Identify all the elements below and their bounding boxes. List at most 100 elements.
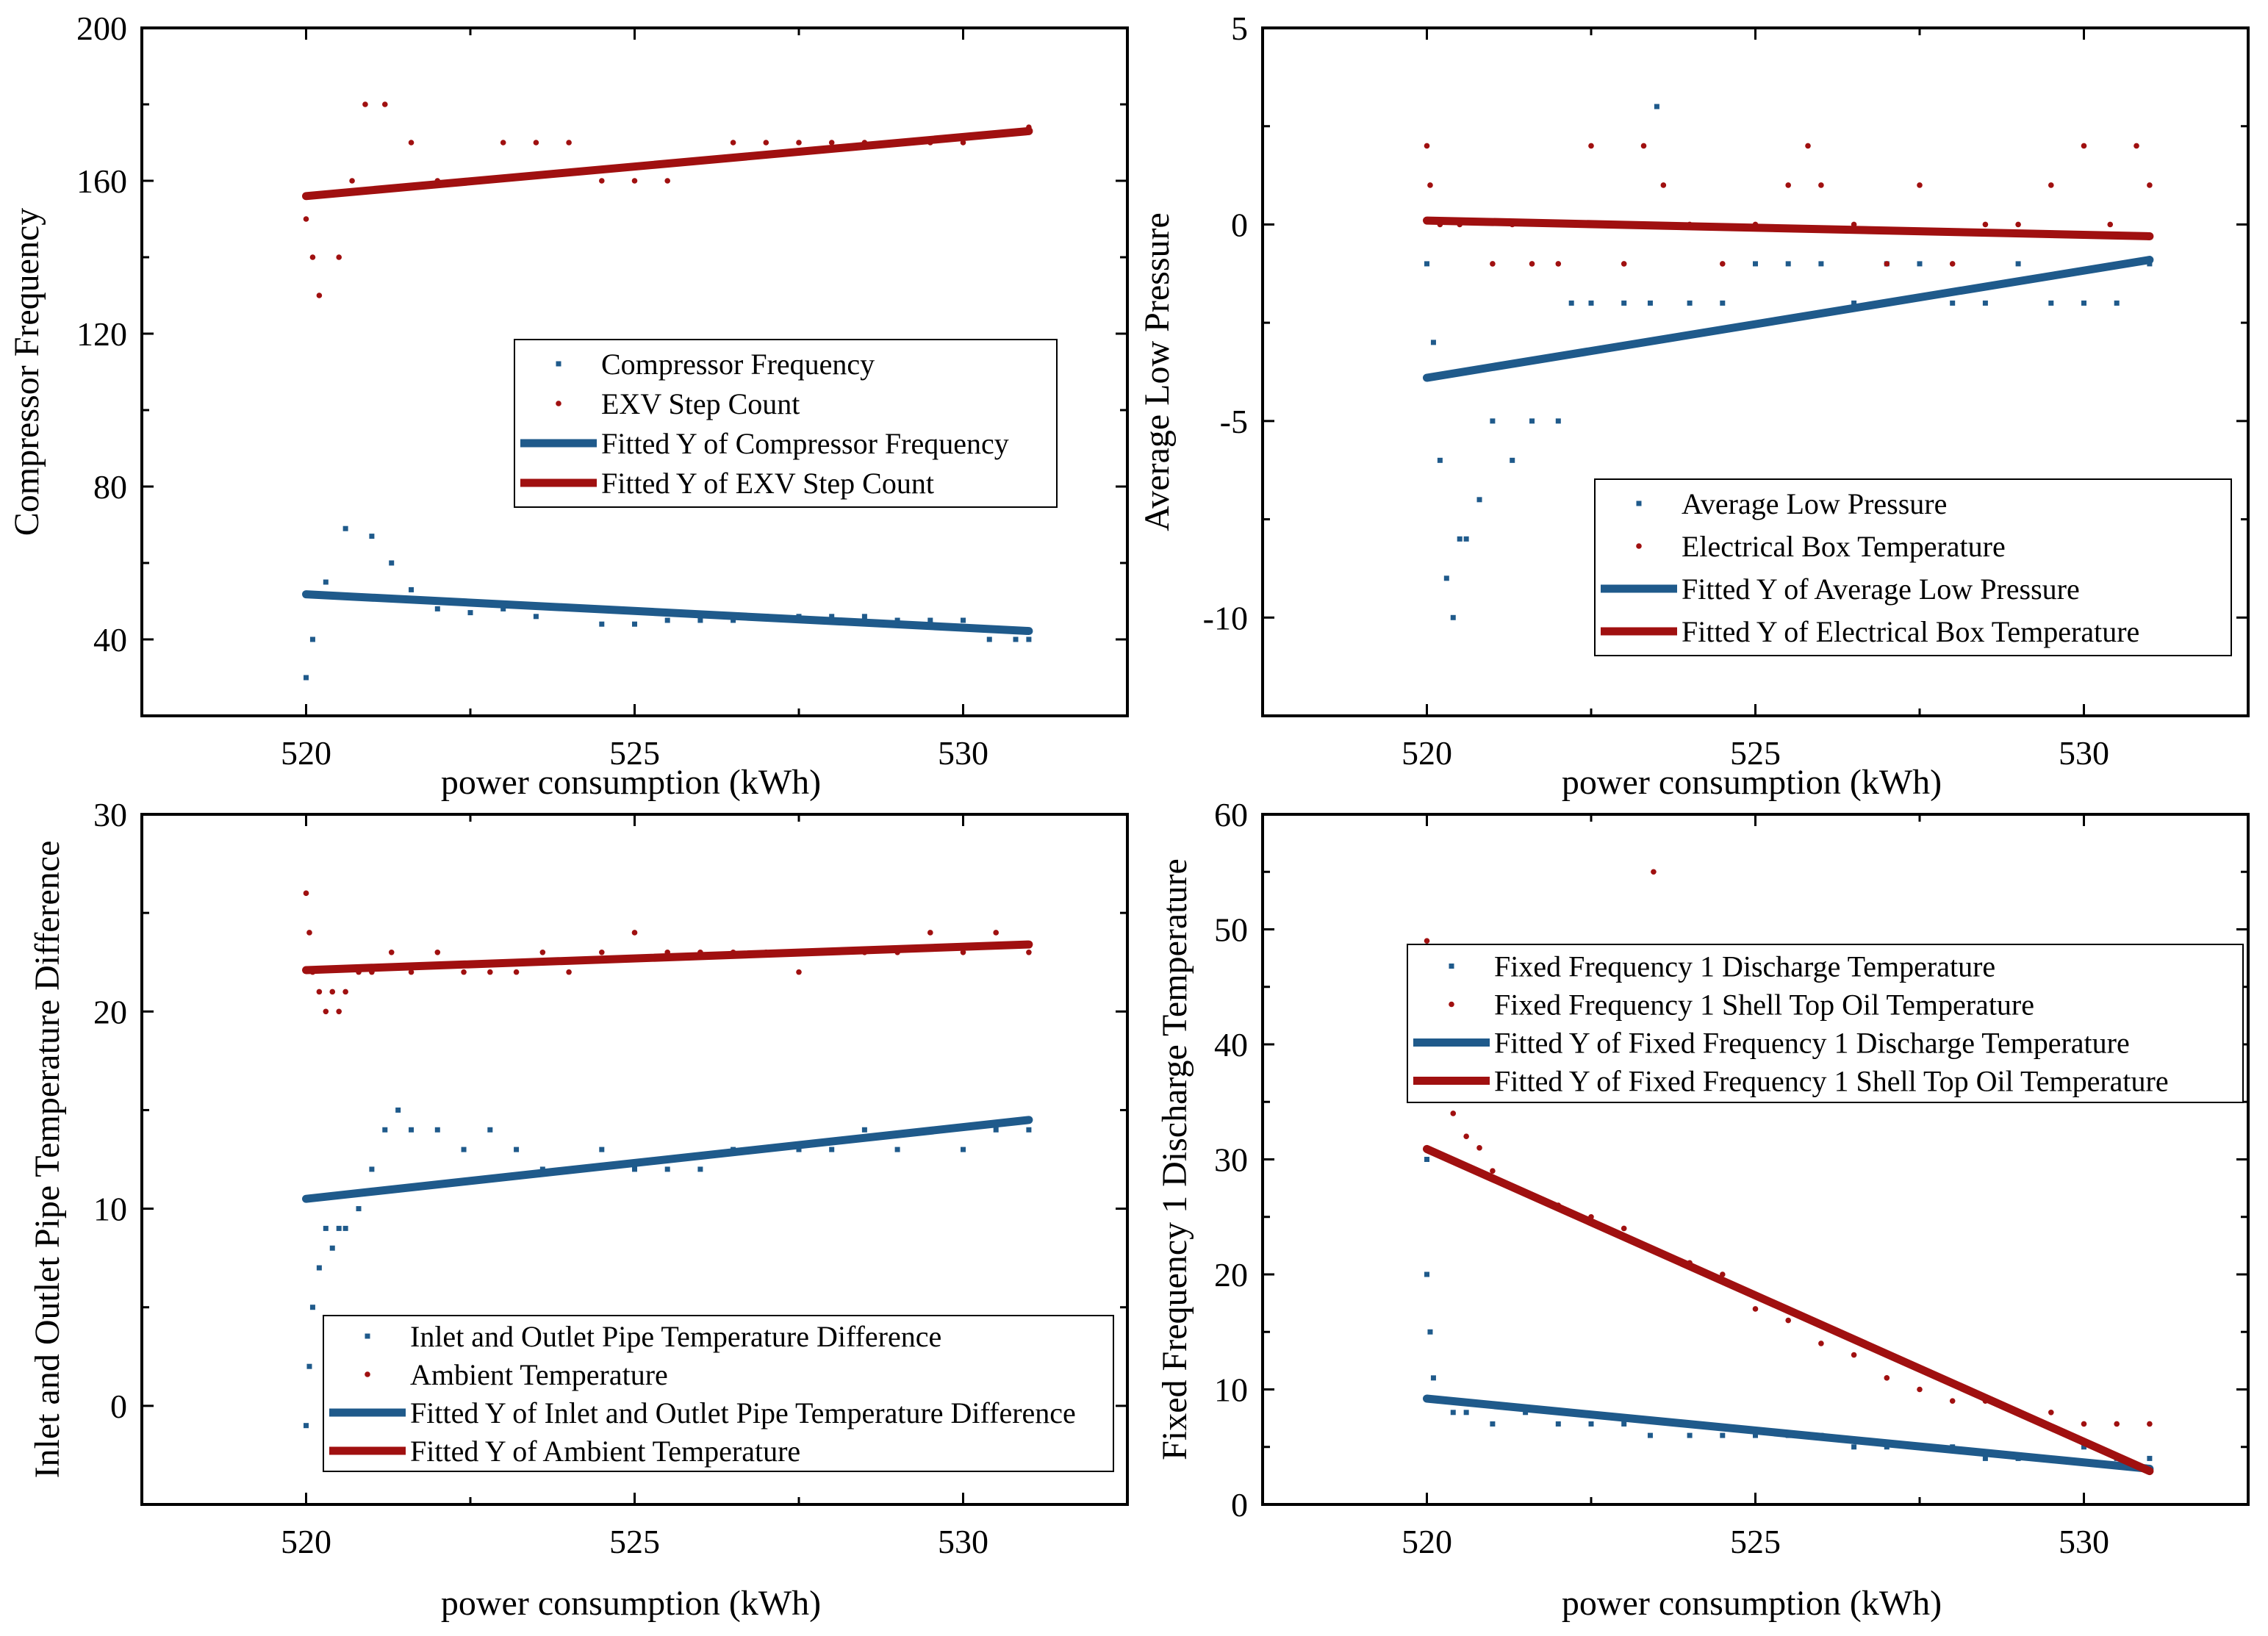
data-point xyxy=(316,1265,322,1271)
data-point xyxy=(1949,1398,1956,1404)
y-tick-label: 80 xyxy=(93,468,127,506)
legend: Compressor Frequency EXV Step Count Fitted… xyxy=(514,339,1058,508)
data-point xyxy=(500,140,506,146)
x-tick-label: 520 xyxy=(281,1523,331,1560)
fit-line xyxy=(302,1116,1033,1203)
chart-panel-p2: 520 525 530 -10 -5 0 5 power consumption (kWh) A… xyxy=(1138,10,2250,802)
x-tick-label: 530 xyxy=(938,734,988,772)
data-point xyxy=(829,1147,835,1152)
chart-panel-p1: 520 525 530 40 80 120 160 200 power consumption … xyxy=(7,10,1129,802)
data-point xyxy=(1555,261,1562,267)
data-point xyxy=(1917,182,1923,188)
legend-item-fitted-y-of-fixed-frequency-1-shell-top-oil-temperature: Fitted Y of Fixed Frequency 1 Shell Top … xyxy=(1413,1065,2169,1098)
data-point xyxy=(1949,261,1956,267)
data-point xyxy=(388,950,395,955)
data-point xyxy=(2147,1421,2153,1427)
data-point xyxy=(599,178,605,184)
legend-label: Electrical Box Temperature xyxy=(1682,530,2006,563)
data-point xyxy=(1026,1127,1032,1133)
data-point xyxy=(1555,1421,1561,1427)
legend-label: Compressor Frequency xyxy=(601,348,875,381)
data-point xyxy=(1647,300,1653,306)
data-point xyxy=(500,606,506,611)
data-point xyxy=(631,178,638,184)
x-tick-label: 530 xyxy=(2059,1523,2109,1560)
legend-item-ambient-temperature: Ambient Temperature xyxy=(365,1358,668,1391)
data-point xyxy=(828,140,835,146)
data-point xyxy=(2048,1410,2054,1416)
data-point xyxy=(336,254,342,260)
data-point xyxy=(1851,300,1857,306)
data-point xyxy=(730,140,736,146)
plot-area xyxy=(302,101,1033,681)
data-point xyxy=(1529,261,1535,267)
data-point xyxy=(1917,261,1923,267)
data-point xyxy=(309,1305,315,1310)
axes-frame xyxy=(1261,813,2250,1506)
legend-swatch xyxy=(556,361,561,367)
series-fitted-y-of-average-low-pressure xyxy=(1423,256,2154,382)
fit-line xyxy=(1423,1144,2154,1476)
legend-label: Fixed Frequency 1 Discharge Temperature xyxy=(1494,950,1995,983)
data-point xyxy=(1753,1432,1758,1438)
legend-swatch xyxy=(556,401,561,406)
y-tick-label: 50 xyxy=(1214,911,1248,949)
data-point xyxy=(1621,1421,1627,1427)
plot-area xyxy=(1423,104,2154,620)
data-point xyxy=(2107,221,2114,228)
data-point xyxy=(336,1008,342,1015)
plot-area xyxy=(302,890,1033,1429)
legend-label: Fitted Y of Ambient Temperature xyxy=(410,1435,800,1468)
data-point xyxy=(2081,1444,2086,1450)
data-point xyxy=(1660,182,1667,188)
data-point xyxy=(631,930,638,936)
x-tick-label: 525 xyxy=(1730,1523,1781,1560)
y-axis-title: Inlet and Outlet Pipe Temperature Differ… xyxy=(28,841,67,1479)
data-point xyxy=(1568,300,1574,306)
data-point xyxy=(664,178,670,184)
legend-frame xyxy=(1407,944,2244,1103)
data-point xyxy=(1621,261,1627,267)
y-tick-label: 60 xyxy=(1214,796,1248,833)
data-point xyxy=(2114,1421,2120,1427)
chart-panel-p3: 520 525 530 0 10 20 30 power consumption (kWh) I… xyxy=(28,796,1129,1623)
legend-label: Ambient Temperature xyxy=(410,1358,668,1391)
data-point xyxy=(1026,636,1032,642)
data-point xyxy=(1851,1444,1857,1450)
series-fitted-y-of-ambient-temperature xyxy=(302,940,1033,975)
data-point xyxy=(2015,261,2021,267)
fit-line xyxy=(1423,1394,2154,1473)
data-point xyxy=(960,950,966,955)
data-point xyxy=(1450,1111,1457,1116)
data-point xyxy=(2134,143,2139,149)
data-point xyxy=(1654,104,1659,110)
data-point xyxy=(1424,261,1429,267)
data-point xyxy=(1640,143,1647,149)
data-point xyxy=(2081,1421,2087,1427)
legend: Inlet and Outlet Pipe Temperature Differ… xyxy=(323,1315,1114,1472)
data-point xyxy=(329,989,336,995)
fit-line xyxy=(302,126,1033,201)
data-point xyxy=(1490,1168,1496,1174)
y-axis-title: Fixed Frequency 1 Discharge Temperature xyxy=(1155,858,1194,1460)
y-tick-label: 0 xyxy=(1231,1486,1248,1524)
legend-item-average-low-pressure: Average Low Pressure xyxy=(1636,487,1947,520)
x-tick-label: 525 xyxy=(609,1523,660,1560)
data-point xyxy=(1026,950,1032,955)
series-fitted-y-of-fixed-frequency-1-shell-top-oil-temperature xyxy=(1423,1144,2154,1476)
x-axis-title: power consumption (kWh) xyxy=(1562,763,1942,802)
data-point xyxy=(303,890,309,897)
series-fixed-frequency-1-discharge-temperature xyxy=(1424,1041,2153,1461)
series-fitted-y-of-inlet-and-outlet-pipe-temperature-difference xyxy=(302,1116,1033,1203)
chart-panel-p4: 520 525 530 0 10 20 30 40 50 60 power consumption … xyxy=(1155,796,2250,1623)
data-point xyxy=(356,1206,362,1212)
data-point xyxy=(329,1245,335,1251)
data-point xyxy=(796,1147,802,1152)
data-point xyxy=(539,950,546,955)
data-point xyxy=(1720,300,1726,306)
legend-item-fitted-y-of-average-low-pressure: Fitted Y of Average Low Pressure xyxy=(1601,573,2080,606)
series-ambient-temperature xyxy=(303,890,1032,1015)
y-axis-title: Average Low Pressure xyxy=(1138,212,1177,531)
data-point xyxy=(599,950,605,955)
data-point xyxy=(632,1166,637,1172)
